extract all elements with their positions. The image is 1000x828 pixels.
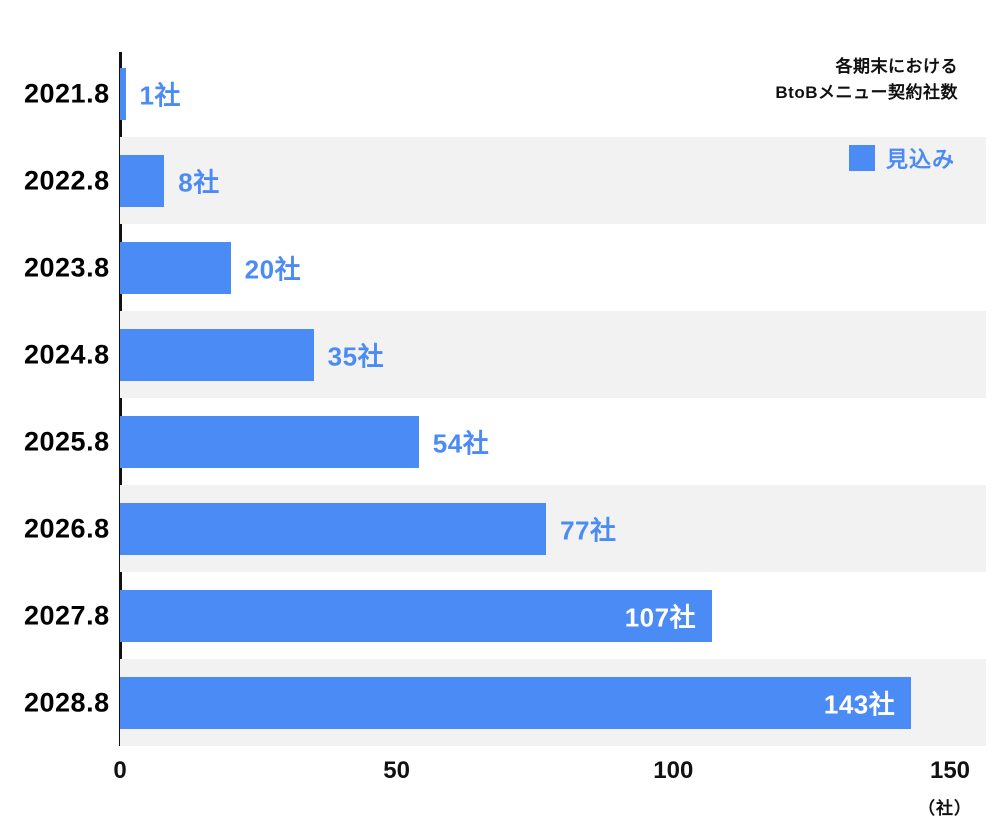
category-label: 2021.8 [24, 78, 110, 108]
chart-row: 2023.8 20社 [0, 224, 1000, 311]
chart-row: 2021.8 1社 [0, 50, 1000, 137]
value-label: 77社 [560, 515, 617, 545]
chart-row: 2025.8 54社 [0, 398, 1000, 485]
bar [120, 241, 231, 294]
legend-label: 見込み [885, 147, 955, 172]
bar [120, 415, 419, 468]
x-tick-label: 100 [653, 757, 694, 784]
chart-row: 2024.8 35社 [0, 311, 1000, 398]
category-label: 2022.8 [24, 165, 110, 195]
value-label: 1社 [139, 80, 181, 110]
category-label: 2024.8 [24, 339, 110, 369]
category-label: 2023.8 [24, 252, 110, 282]
category-label: 2025.8 [24, 426, 110, 456]
value-label: 143社 [823, 689, 896, 719]
value-label: 107社 [624, 602, 697, 632]
x-tick-label: 50 [383, 757, 411, 784]
row-stripe [120, 137, 986, 224]
chart-row: 2026.8 77社 [0, 485, 1000, 572]
chart-row: 2027.8 107社 [0, 572, 1000, 659]
category-label: 2028.8 [24, 687, 110, 717]
x-tick-label: 0 [113, 757, 127, 784]
bar [120, 67, 126, 120]
value-label: 8社 [178, 167, 220, 197]
legend: 見込み [848, 142, 955, 174]
bar [120, 589, 713, 642]
chart-row: 2028.8 143社 [0, 659, 1000, 746]
category-label: 2026.8 [24, 513, 110, 543]
bar [120, 502, 547, 555]
x-axis-unit-label: （社） [918, 799, 972, 818]
chart-title: 各期末における BtoBメニュー契約社数 [775, 54, 958, 107]
value-label: 20社 [244, 254, 302, 284]
category-label: 2027.8 [24, 600, 110, 630]
bar [120, 328, 314, 381]
chart-title-line2: BtoBメニュー契約社数 [775, 83, 958, 103]
chart-row: 2022.8 8社 [0, 137, 1000, 224]
x-tick-label: 150 [929, 757, 971, 784]
y-axis-line [119, 52, 122, 746]
bar [120, 154, 165, 207]
bar [120, 676, 912, 729]
value-label: 35社 [327, 341, 385, 371]
chart-title-line1: 各期末における [835, 57, 958, 76]
value-label: 54社 [432, 428, 490, 458]
legend-swatch-icon [848, 145, 875, 171]
